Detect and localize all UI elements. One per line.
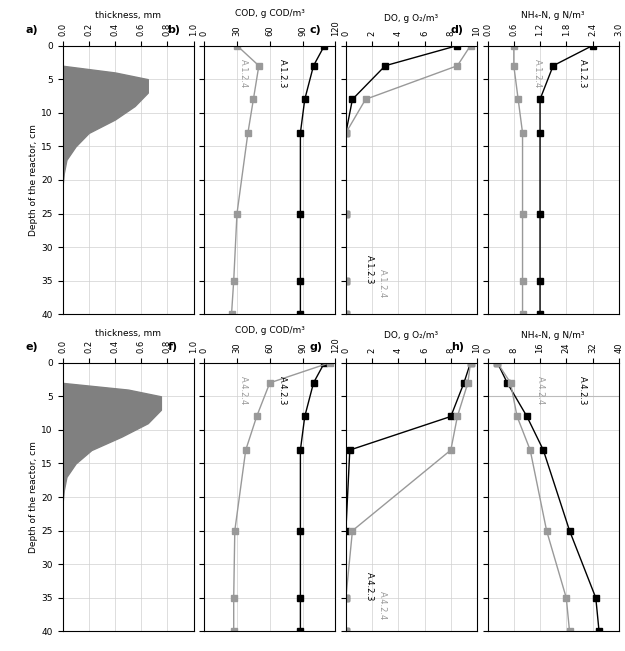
X-axis label: thickness, mm: thickness, mm [95, 329, 161, 338]
Text: A.4.2.3: A.4.2.3 [365, 572, 374, 602]
Y-axis label: Depth of the reactor, cm: Depth of the reactor, cm [29, 441, 39, 553]
X-axis label: NH₄-N, g N/m³: NH₄-N, g N/m³ [521, 331, 585, 340]
Text: A.1.2.4: A.1.2.4 [239, 59, 248, 89]
Text: A.1.2.3: A.1.2.3 [278, 59, 288, 89]
Text: f): f) [168, 342, 177, 352]
Text: A.1.2.4: A.1.2.4 [378, 269, 387, 298]
Text: a): a) [26, 25, 38, 35]
Text: e): e) [26, 342, 38, 352]
Text: h): h) [451, 342, 464, 352]
Text: b): b) [168, 25, 181, 35]
Text: A.4.2.4: A.4.2.4 [536, 376, 544, 406]
X-axis label: COD, g COD/m³: COD, g COD/m³ [235, 326, 305, 335]
Text: A.4.2.3: A.4.2.3 [578, 376, 586, 406]
Text: c): c) [309, 25, 321, 35]
Text: A.1.2.3: A.1.2.3 [365, 255, 374, 284]
X-axis label: thickness, mm: thickness, mm [95, 12, 161, 20]
X-axis label: NH₄-N, g N/m³: NH₄-N, g N/m³ [521, 12, 585, 20]
Text: A.1.2.4: A.1.2.4 [533, 59, 542, 89]
Y-axis label: Depth of the reactor, cm: Depth of the reactor, cm [29, 124, 39, 236]
Text: A.4.2.4: A.4.2.4 [378, 591, 387, 620]
X-axis label: DO, g O₂/m³: DO, g O₂/m³ [384, 331, 439, 340]
Text: A.4.2.3: A.4.2.3 [278, 376, 288, 406]
Text: A.4.2.4: A.4.2.4 [239, 376, 248, 406]
X-axis label: DO, g O₂/m³: DO, g O₂/m³ [384, 14, 439, 23]
Text: A.1.2.3: A.1.2.3 [578, 59, 586, 89]
X-axis label: COD, g COD/m³: COD, g COD/m³ [235, 9, 305, 18]
Text: d): d) [451, 25, 464, 35]
Text: g): g) [309, 342, 322, 352]
